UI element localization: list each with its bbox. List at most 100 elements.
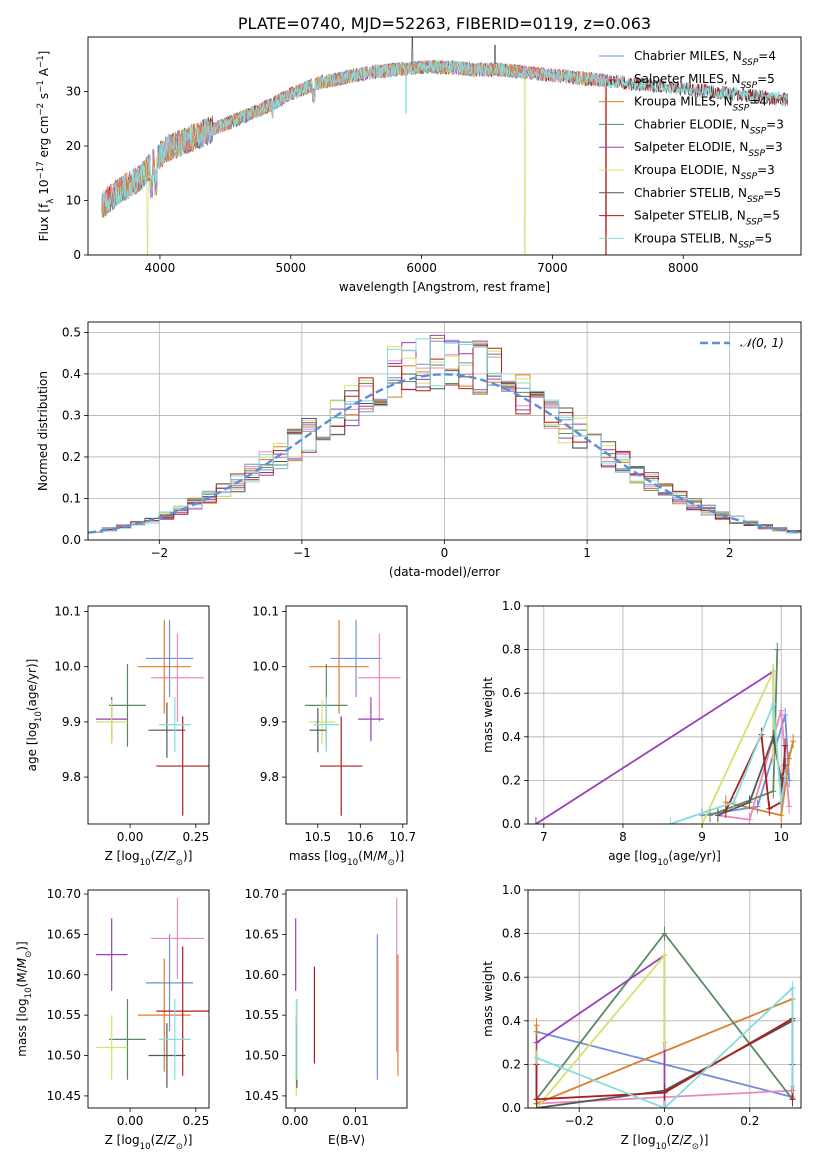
y-tick-label: 0.6 xyxy=(502,970,521,984)
label-span: log xyxy=(121,849,139,863)
y-axis-label: age [log10(age/yr)] xyxy=(25,659,44,772)
y-tick-label: 0.0 xyxy=(62,533,81,547)
x-axis-label: E(B-V) xyxy=(328,1133,365,1147)
label-span: (Z/ xyxy=(151,849,169,863)
label-span: Normed distribution xyxy=(36,371,50,491)
label-span: mass weight xyxy=(481,677,495,753)
errorbar-chabrier-elodie xyxy=(109,663,146,747)
label-span: ⊙ xyxy=(176,858,183,868)
y-tick-label: 10.65 xyxy=(47,927,81,941)
label-span: −17 xyxy=(36,161,46,179)
legend-entry: Salpeter STELIB, NSSP=5 xyxy=(634,209,780,228)
label-span: log xyxy=(639,849,657,863)
y-tick-label: 10.50 xyxy=(47,1049,81,1063)
y-tick-label: 0.2 xyxy=(502,773,521,787)
label-span: 10 xyxy=(347,858,358,868)
y-tick-label: 10.60 xyxy=(245,968,279,982)
label-span: ⊙ xyxy=(176,1142,183,1152)
label-span: Z xyxy=(167,1133,177,1147)
x-tick-label: 0 xyxy=(441,546,449,560)
axes-frame xyxy=(285,605,408,825)
weight-line xyxy=(536,986,794,1108)
x-tick-label: 0.25 xyxy=(182,1114,209,1128)
spectrum-line-kroupa-stelib xyxy=(101,59,789,215)
label-span: Z xyxy=(683,1133,693,1147)
y-tick-label: 0.0 xyxy=(502,1101,521,1115)
y-tick-label: 9.9 xyxy=(62,715,81,729)
label-span: (M/ xyxy=(15,967,29,987)
label-span: 10 xyxy=(656,1142,667,1152)
plot-area-mass-vs-Z xyxy=(95,898,209,1088)
label-span: ] xyxy=(37,51,51,56)
label-span: 10 xyxy=(657,858,668,868)
y-tick-label: 1.0 xyxy=(502,599,521,613)
y-tick-label: 10.70 xyxy=(47,887,81,901)
y-tick-label: 9.8 xyxy=(62,770,81,784)
label-span: λ xyxy=(46,199,56,204)
x-tick-label: 0.01 xyxy=(342,1114,369,1128)
legend-suffix: =5 xyxy=(762,209,780,223)
x-tick-label: 5000 xyxy=(276,261,307,275)
y-tick-label: 10.55 xyxy=(47,1008,81,1022)
gaussian-reference-line xyxy=(88,373,799,534)
y-tick-label: 0.1 xyxy=(62,491,81,505)
label-span: mass [ xyxy=(15,1017,29,1057)
label-span: Z xyxy=(167,849,177,863)
axes-frame xyxy=(87,605,210,825)
axes-frame xyxy=(87,36,802,256)
plot-area-age-vs-mass xyxy=(305,619,401,816)
errorbar-kroupa-miles xyxy=(137,619,191,714)
y-tick-label: 10.1 xyxy=(252,605,279,619)
label-span: 10 xyxy=(34,711,44,722)
legend-sub: SSP xyxy=(746,218,763,228)
errorbar-chabrier-miles xyxy=(330,619,382,698)
legend-entry: Kroupa MILES, NSSP=4 xyxy=(634,95,767,114)
y-tick-label: 1.0 xyxy=(502,883,521,897)
errorbar-kroupa-miles xyxy=(309,619,369,714)
errorbar-salpeter-miles xyxy=(358,633,401,722)
label-span: 10 xyxy=(24,987,34,998)
label-span: M xyxy=(377,849,388,863)
x-tick-label: 8 xyxy=(619,830,627,844)
label-span: erg xyxy=(37,134,51,161)
x-tick-label: 0.00 xyxy=(282,1114,309,1128)
errorbar-chabrier-stelib xyxy=(309,708,327,753)
legend-sub: SSP xyxy=(741,172,758,182)
errorbar-kroupa-elodie xyxy=(95,699,128,744)
axes-spectrum: 4000 5000 6000 7000 8000 0 10 20 30 wavelength [A… xyxy=(36,36,802,294)
plot-area-weight-vs-Z xyxy=(533,926,796,1108)
x-tick-label: 2 xyxy=(726,546,734,560)
legend-label: Salpeter ELODIE, N xyxy=(634,140,748,154)
errorbar-salpeter-elodie xyxy=(358,697,384,742)
label-span: )] xyxy=(15,941,29,950)
label-span: (age/yr)] xyxy=(25,659,39,711)
label-span: ⊙ xyxy=(388,858,395,868)
plot-area-age-vs-Z xyxy=(95,619,209,816)
weight-series-kroupa-miles xyxy=(722,734,797,823)
y-tick-label: 10.65 xyxy=(245,927,279,941)
x-tick-label: 7 xyxy=(540,830,548,844)
x-tick-label: −0.2 xyxy=(565,1114,594,1128)
x-tick-label: 4000 xyxy=(145,261,176,275)
legend-sub: SSP xyxy=(748,149,765,159)
errorbar-chabrier-elodie xyxy=(109,999,146,1080)
weight-line xyxy=(725,740,794,817)
legend-label: Kroupa ELODIE, N xyxy=(634,163,741,177)
x-tick-label: 10.6 xyxy=(347,830,374,844)
label-span: age [ xyxy=(608,849,639,863)
legend-entry: Chabrier ELODIE, NSSP=3 xyxy=(634,117,784,136)
legend-label: Chabrier MILES, N xyxy=(634,49,742,63)
plot-area-spectrum xyxy=(101,37,789,255)
errorbar-kroupa-elodie xyxy=(95,1015,128,1080)
label-span: ⊙ xyxy=(692,1142,699,1152)
weight-line xyxy=(535,952,666,1108)
x-tick-label: 0.00 xyxy=(117,1114,144,1128)
weight-series-kroupa-stelib xyxy=(533,981,796,1108)
x-tick-label: 0.00 xyxy=(117,830,144,844)
label-span: (M/ xyxy=(358,849,378,863)
label-span: mass weight xyxy=(481,961,495,1037)
weight-series-kroupa-elodie xyxy=(699,664,777,824)
errorbar-chabrier-stelib xyxy=(148,1023,186,1088)
label-span: log xyxy=(329,849,347,863)
y-tick-label: 9.9 xyxy=(260,715,279,729)
